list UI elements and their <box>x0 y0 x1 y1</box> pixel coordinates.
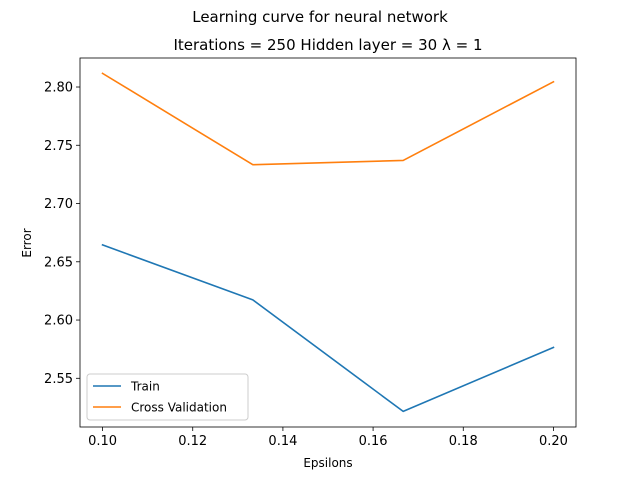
y-tick-label: 2.55 <box>44 372 73 387</box>
x-tick-label: 0.14 <box>268 434 297 449</box>
chart-title: Iterations = 250 Hidden layer = 30 λ = 1 <box>173 36 482 54</box>
legend-label-train: Train <box>130 380 160 394</box>
y-axis-label: Error <box>20 228 34 257</box>
y-tick-label: 2.80 <box>44 81 73 96</box>
legend: Train Cross Validation <box>86 373 249 421</box>
x-tick-label: 0.10 <box>88 434 117 449</box>
series-line-train <box>101 243 555 413</box>
plot-area <box>79 57 577 428</box>
x-tick-label: 0.12 <box>178 434 207 449</box>
chart-suptitle: Learning curve for neural network <box>192 8 448 26</box>
y-tick-label: 2.65 <box>44 255 73 270</box>
legend-label-cross-validation: Cross Validation <box>131 401 227 415</box>
series-line-cross-validation <box>101 72 555 166</box>
y-axis: 2.55 2.60 2.65 2.70 2.75 2.80 <box>44 81 80 387</box>
x-tick-label: 0.20 <box>539 434 568 449</box>
y-tick-label: 2.70 <box>44 197 73 212</box>
series-layer <box>101 72 555 413</box>
y-tick-label: 2.60 <box>44 314 73 329</box>
x-tick-label: 0.16 <box>359 434 388 449</box>
axes-frame <box>79 57 577 428</box>
y-tick-label: 2.75 <box>44 139 73 154</box>
x-axis: 0.10 0.12 0.14 0.16 0.18 0.20 <box>88 427 568 449</box>
x-tick-label: 0.18 <box>449 434 478 449</box>
legend-box <box>86 373 249 421</box>
x-axis-label: Epsilons <box>303 456 352 470</box>
